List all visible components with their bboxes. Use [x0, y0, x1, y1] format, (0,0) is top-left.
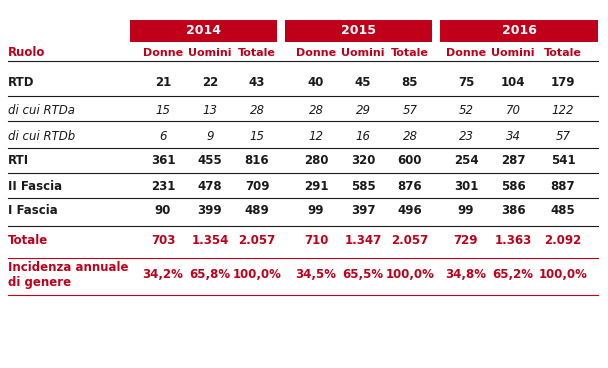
Text: 489: 489 — [244, 205, 269, 217]
Text: 485: 485 — [551, 205, 575, 217]
Text: 34: 34 — [505, 130, 520, 142]
Text: 28: 28 — [249, 105, 264, 117]
Text: di cui RTDa: di cui RTDa — [8, 105, 75, 117]
Text: 231: 231 — [151, 180, 175, 192]
Text: Uomini: Uomini — [341, 48, 385, 58]
Text: 2016: 2016 — [502, 25, 536, 38]
Text: 2.057: 2.057 — [238, 234, 275, 248]
Text: 85: 85 — [402, 77, 418, 89]
Text: II Fascia: II Fascia — [8, 180, 62, 192]
Bar — [285, 20, 432, 42]
Text: 13: 13 — [202, 105, 218, 117]
Text: 887: 887 — [551, 180, 575, 192]
Text: 585: 585 — [351, 180, 375, 192]
Text: 2.092: 2.092 — [544, 234, 582, 248]
Text: 478: 478 — [198, 180, 223, 192]
Text: 90: 90 — [155, 205, 171, 217]
Text: 21: 21 — [155, 77, 171, 89]
Text: 65,8%: 65,8% — [190, 269, 230, 282]
Text: 1.363: 1.363 — [494, 234, 531, 248]
Text: 361: 361 — [151, 155, 175, 167]
Text: RTI: RTI — [8, 155, 29, 167]
Bar — [440, 20, 598, 42]
Text: 16: 16 — [356, 130, 370, 142]
Text: 40: 40 — [308, 77, 324, 89]
Text: 57: 57 — [402, 105, 418, 117]
Text: 496: 496 — [398, 205, 423, 217]
Text: 15: 15 — [249, 130, 264, 142]
Text: 28: 28 — [402, 130, 418, 142]
Text: 34,2%: 34,2% — [142, 269, 184, 282]
Text: 122: 122 — [551, 105, 574, 117]
Text: 2014: 2014 — [186, 25, 221, 38]
Text: 28: 28 — [308, 105, 323, 117]
Text: 52: 52 — [458, 105, 474, 117]
Text: 1.354: 1.354 — [192, 234, 229, 248]
Text: 709: 709 — [245, 180, 269, 192]
Text: 57: 57 — [556, 130, 570, 142]
Text: 586: 586 — [500, 180, 525, 192]
Text: Totale: Totale — [391, 48, 429, 58]
Text: 2.057: 2.057 — [392, 234, 429, 248]
Text: 23: 23 — [458, 130, 474, 142]
Text: 399: 399 — [198, 205, 223, 217]
Text: 34,8%: 34,8% — [446, 269, 486, 282]
Text: di cui RTDb: di cui RTDb — [8, 130, 75, 142]
Text: 397: 397 — [351, 205, 375, 217]
Text: 876: 876 — [398, 180, 423, 192]
Text: 254: 254 — [454, 155, 478, 167]
Text: 179: 179 — [551, 77, 575, 89]
Text: 320: 320 — [351, 155, 375, 167]
Text: 600: 600 — [398, 155, 422, 167]
Text: 70: 70 — [505, 105, 520, 117]
Text: 65,5%: 65,5% — [342, 269, 384, 282]
Text: 6: 6 — [159, 130, 167, 142]
Text: 34,5%: 34,5% — [295, 269, 336, 282]
Text: 386: 386 — [500, 205, 525, 217]
Text: 12: 12 — [308, 130, 323, 142]
Text: Ruolo: Ruolo — [8, 46, 46, 60]
Text: 1.347: 1.347 — [344, 234, 382, 248]
Text: 9: 9 — [206, 130, 214, 142]
Text: 75: 75 — [458, 77, 474, 89]
Text: Totale: Totale — [8, 234, 48, 248]
Text: 29: 29 — [356, 105, 370, 117]
Text: 43: 43 — [249, 77, 265, 89]
Text: 100,0%: 100,0% — [539, 269, 587, 282]
Text: 729: 729 — [454, 234, 478, 248]
Text: 99: 99 — [458, 205, 474, 217]
Text: Uomini: Uomini — [491, 48, 535, 58]
Text: 22: 22 — [202, 77, 218, 89]
Text: 287: 287 — [501, 155, 525, 167]
Text: 100,0%: 100,0% — [233, 269, 282, 282]
Bar — [130, 20, 277, 42]
Text: Totale: Totale — [544, 48, 582, 58]
Text: Donne: Donne — [446, 48, 486, 58]
Text: RTD: RTD — [8, 77, 35, 89]
Text: Donne: Donne — [143, 48, 183, 58]
Text: 45: 45 — [354, 77, 371, 89]
Text: 2015: 2015 — [341, 25, 376, 38]
Text: 104: 104 — [501, 77, 525, 89]
Text: 291: 291 — [304, 180, 328, 192]
Text: 710: 710 — [304, 234, 328, 248]
Text: 301: 301 — [454, 180, 478, 192]
Text: 99: 99 — [308, 205, 324, 217]
Text: 65,2%: 65,2% — [492, 269, 533, 282]
Text: 703: 703 — [151, 234, 175, 248]
Text: 100,0%: 100,0% — [385, 269, 435, 282]
Text: Incidenza annuale
di genere: Incidenza annuale di genere — [8, 261, 128, 289]
Text: I Fascia: I Fascia — [8, 205, 58, 217]
Text: Totale: Totale — [238, 48, 276, 58]
Text: 816: 816 — [244, 155, 269, 167]
Text: 280: 280 — [304, 155, 328, 167]
Text: Uomini: Uomini — [188, 48, 232, 58]
Text: Donne: Donne — [296, 48, 336, 58]
Text: 541: 541 — [551, 155, 575, 167]
Text: 455: 455 — [198, 155, 223, 167]
Text: 15: 15 — [156, 105, 170, 117]
